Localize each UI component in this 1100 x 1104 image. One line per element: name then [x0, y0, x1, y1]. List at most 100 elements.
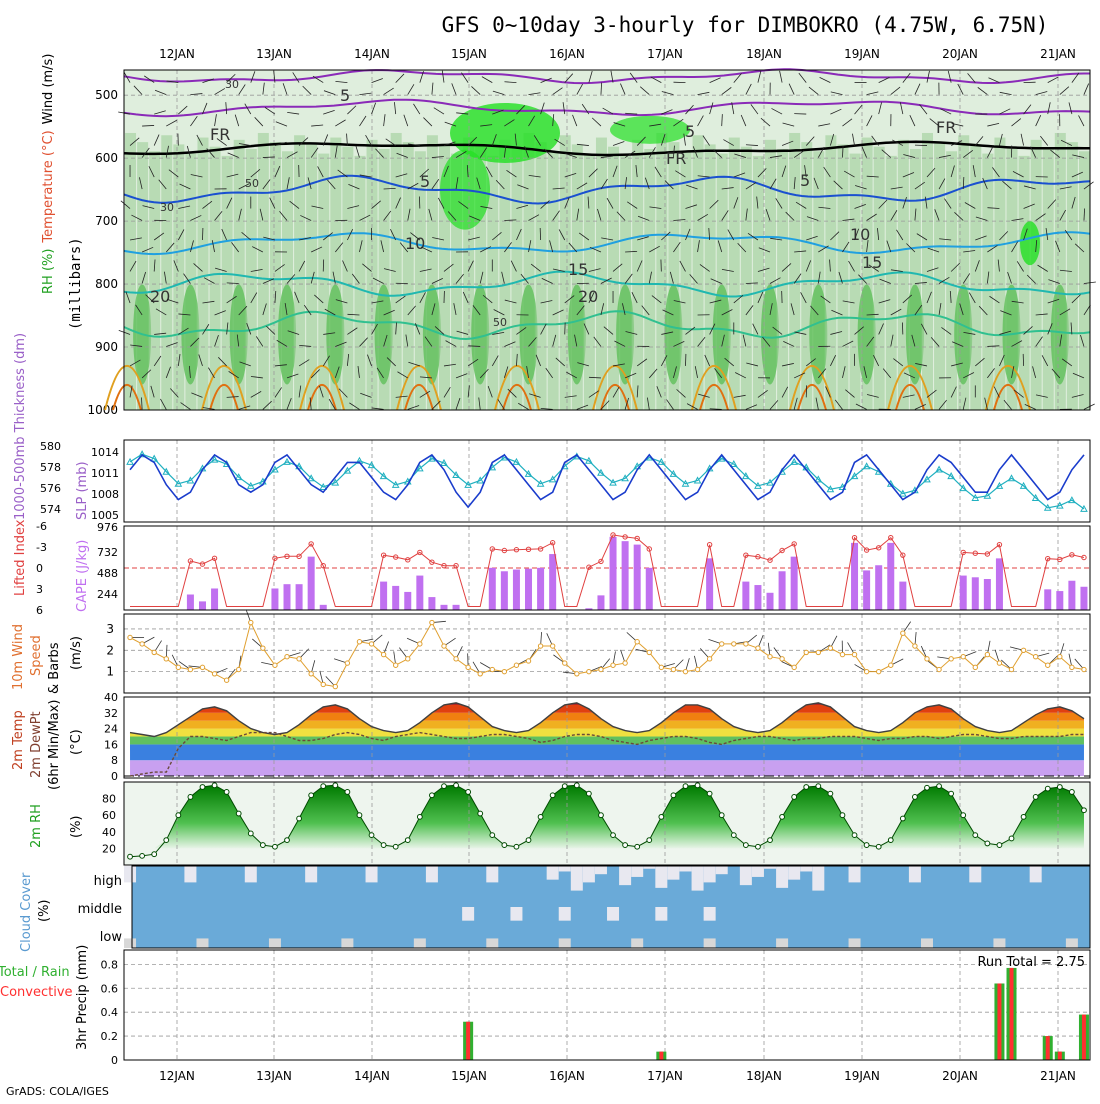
- rh-point: [309, 793, 314, 798]
- cloud-low-bar: [124, 938, 136, 948]
- wind-speed-point: [949, 657, 953, 661]
- cloud-layer-label: low: [100, 930, 123, 945]
- wind-unit-label: (m/s): [69, 636, 84, 670]
- top-day-label: 20JAN: [942, 47, 978, 61]
- wind-axis-label: & Barbs: [47, 642, 62, 694]
- rh-plume: [616, 284, 634, 384]
- wind-tick-label: 1: [106, 665, 114, 679]
- cloud-high-bar: [559, 866, 571, 871]
- rh-plume: [1051, 284, 1069, 384]
- cloud-high-bar: [571, 866, 583, 891]
- wind-speed-point: [478, 672, 482, 676]
- rh-column: [149, 151, 160, 410]
- rh-point: [502, 843, 507, 848]
- contour-label: FR: [936, 118, 956, 137]
- cape-bar: [622, 541, 629, 610]
- rh-point: [925, 785, 930, 790]
- wind-speed-point: [406, 657, 410, 661]
- wind-speed-point: [309, 672, 313, 676]
- cape-bar: [610, 537, 617, 610]
- rh-column: [874, 147, 885, 410]
- rh-column: [548, 151, 559, 410]
- contour-label: 5: [340, 86, 350, 105]
- wind-axis-label: 10m Wind: [11, 624, 26, 690]
- temp-band: [124, 713, 1090, 721]
- contour-label: 5: [685, 122, 695, 141]
- rh-point: [466, 790, 471, 795]
- cloud-high-bar: [716, 866, 728, 874]
- precip-convective-bar: [1082, 1015, 1086, 1060]
- cape-bar: [284, 584, 291, 610]
- rh-point: [176, 813, 181, 818]
- contour-label: 50: [245, 177, 259, 190]
- wind-speed-point: [756, 646, 760, 650]
- rh-point: [780, 814, 785, 819]
- rh-bright-patch: [610, 116, 690, 144]
- wind-speed-point: [140, 642, 144, 646]
- cape-bar: [1068, 581, 1075, 610]
- rh-point: [659, 814, 664, 819]
- rh-column: [777, 149, 788, 410]
- wind-speed-point: [128, 635, 132, 639]
- cape-bar: [501, 571, 508, 610]
- rh-point: [1045, 786, 1050, 791]
- rh-column: [270, 142, 281, 410]
- wind-speed-point: [357, 640, 361, 644]
- rh-tick-label: 40: [102, 826, 116, 839]
- wind-speed-point: [224, 678, 228, 682]
- pressure-tick-label: 800: [95, 277, 118, 291]
- run-total-label: Run Total = 2.75: [977, 955, 1085, 970]
- li-tick-label: 3: [36, 583, 43, 596]
- cloud-high-bar: [124, 866, 136, 882]
- cape-bar: [320, 605, 327, 610]
- rh-point: [490, 833, 495, 838]
- top-day-label: 12JAN: [159, 47, 195, 61]
- cloud-high-bar: [849, 866, 861, 882]
- wind-speed-point: [188, 667, 192, 671]
- rh-point: [369, 833, 374, 838]
- temp-tick-label: 40: [104, 691, 118, 704]
- wind-speed-point: [961, 655, 965, 659]
- wind-speed-point: [816, 650, 820, 654]
- rh-column: [825, 135, 836, 410]
- rh-plume: [761, 284, 779, 384]
- wind-speed-point: [393, 663, 397, 667]
- rh-tick-label: 80: [102, 793, 116, 806]
- thickness-tick-label: 574: [40, 503, 61, 516]
- cape-bar: [1044, 589, 1051, 610]
- rh-plume: [858, 284, 876, 384]
- cape-bar: [525, 569, 532, 610]
- rh-column: [391, 133, 402, 410]
- wind-speed-point: [985, 652, 989, 656]
- top-day-label: 21JAN: [1040, 47, 1076, 61]
- cape-bar: [887, 543, 894, 610]
- pressure-tick-label: 600: [95, 151, 118, 165]
- temp-tick-label: 16: [104, 738, 118, 751]
- bottom-day-label: 12JAN: [159, 1069, 195, 1083]
- rh-point: [647, 838, 652, 843]
- wind-speed-point: [973, 665, 977, 669]
- rh-point: [224, 790, 229, 795]
- wind-speed-point: [768, 655, 772, 659]
- contour-label: 10: [850, 225, 870, 244]
- wind-speed-point: [937, 667, 941, 671]
- slp-tick-label: 1011: [91, 467, 119, 480]
- cape-bar: [440, 605, 447, 610]
- cloud-layer-label: middle: [78, 902, 122, 917]
- cloud-high-bar: [366, 866, 378, 882]
- cape-bar: [537, 568, 544, 610]
- cloud-low-bar: [1066, 938, 1078, 948]
- wind-speed-point: [1070, 665, 1074, 669]
- wind-speed-point: [297, 657, 301, 661]
- cloud-middle-bar: [655, 907, 667, 921]
- rh-point: [949, 791, 954, 796]
- rh-column: [632, 140, 643, 410]
- wind-speed-point: [707, 657, 711, 661]
- rh-point: [973, 833, 978, 838]
- top-day-label: 15JAN: [451, 47, 487, 61]
- precip-convective-bar: [1058, 1052, 1062, 1060]
- rh-point: [393, 844, 398, 849]
- rh-column: [1019, 156, 1030, 410]
- rh-point: [913, 795, 918, 800]
